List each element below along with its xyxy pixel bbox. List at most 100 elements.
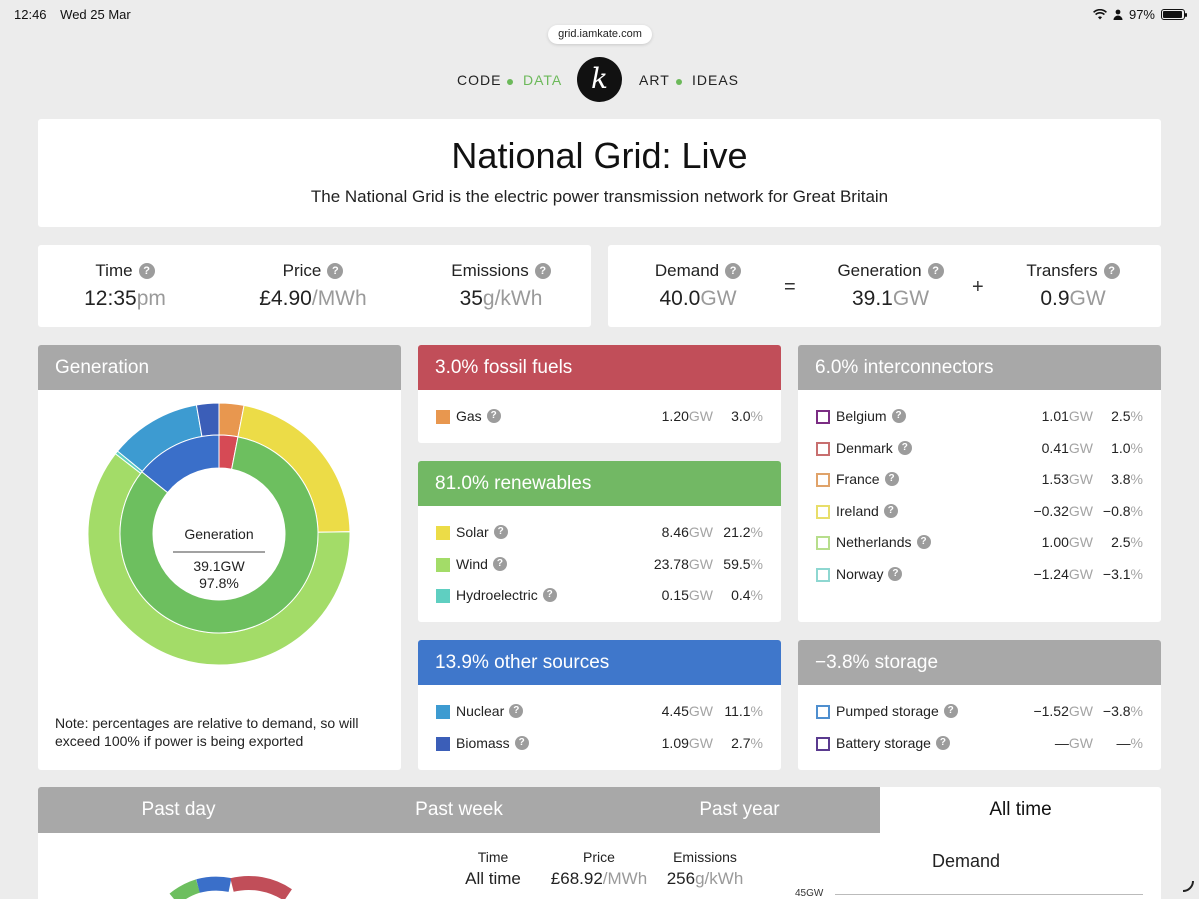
- source-gw: —GW: [1055, 735, 1093, 751]
- page-title: National Grid: Live: [451, 135, 748, 176]
- help-icon[interactable]: ?: [509, 704, 524, 718]
- source-row-biomass: Biomass? 1.09GW 2.7%: [418, 734, 781, 754]
- source-label: Netherlands: [836, 534, 912, 550]
- help-icon[interactable]: ?: [891, 409, 906, 423]
- stat-value: 40.0: [659, 287, 701, 310]
- nav-ideas[interactable]: IDEAS: [692, 72, 740, 88]
- help-icon[interactable]: ?: [927, 263, 944, 279]
- summary-card: Time? 12:35pm Price? £4.90/MWh Emissions…: [38, 245, 591, 327]
- help-icon[interactable]: ?: [138, 263, 155, 279]
- source-gw-value: −1.52: [1033, 703, 1069, 719]
- source-pct-value: −3.1: [1102, 565, 1131, 582]
- site-nav: CODE DATA k ART IDEAS: [0, 56, 1199, 102]
- source-gw: 1.09GW: [662, 735, 713, 751]
- help-icon[interactable]: ?: [935, 735, 950, 750]
- unit-gw: GW: [1068, 534, 1093, 550]
- source-label: Ireland: [836, 502, 879, 519]
- stat-label: Price: [583, 849, 615, 865]
- source-pct-value: 2.5: [1111, 534, 1131, 550]
- source-pct: 3.8%: [1111, 471, 1143, 487]
- help-icon[interactable]: ?: [493, 525, 508, 539]
- resize-handle-icon[interactable]: [1181, 879, 1195, 893]
- donut-segment-renewables: [119, 436, 319, 634]
- source-pct-value: 2.5: [1111, 408, 1131, 424]
- source-gw-value: 0.15: [661, 587, 689, 603]
- help-icon[interactable]: ?: [492, 556, 507, 571]
- bottom-stat-emissions: Emissions 256g/kWh: [655, 849, 755, 889]
- page-subtitle: The National Grid is the electric power …: [310, 187, 889, 206]
- source-label: Wind: [456, 555, 488, 572]
- panel-title: 6.0% interconnectors: [798, 345, 1161, 390]
- stat-unit: GW: [1069, 287, 1106, 310]
- source-label: Biomass: [456, 734, 510, 751]
- source-gw-value: 1.01: [1041, 408, 1069, 424]
- help-icon[interactable]: ?: [888, 566, 903, 581]
- stat-value: £68.92: [550, 869, 603, 888]
- help-icon[interactable]: ?: [542, 588, 557, 602]
- tab-all-time[interactable]: All time: [880, 787, 1161, 833]
- help-icon[interactable]: ?: [534, 263, 551, 279]
- source-row-france: France? 1.53GW 3.8%: [798, 470, 1161, 490]
- equals-sign: =: [784, 276, 796, 298]
- source-label: Gas: [456, 408, 482, 424]
- nav-art[interactable]: ART: [639, 72, 670, 88]
- source-pct-value: 3.0: [731, 408, 751, 424]
- storage-panel: −3.8% storage Pumped storage? −1.52GW −3.8…: [798, 640, 1161, 770]
- source-label: Norway: [836, 565, 884, 582]
- source-name: Belgium?: [836, 408, 906, 424]
- url-bar[interactable]: grid.iamkate.com: [548, 25, 652, 44]
- source-name: Nuclear?: [456, 703, 524, 719]
- donut-segment-other-sources: [141, 434, 220, 494]
- source-row-wind: Wind? 23.78GW 59.5%: [418, 555, 781, 575]
- source-name: Norway?: [836, 565, 903, 582]
- unit-gw: GW: [1068, 408, 1093, 424]
- source-gw: 0.15GW: [662, 587, 713, 603]
- source-gw-value: 23.78: [653, 555, 689, 572]
- generation-donut-chart: Generation 39.1GW 97.8%: [87, 402, 351, 666]
- unit-gw: GW: [1068, 565, 1093, 582]
- stat-label: Transfers: [1026, 261, 1098, 280]
- tab-past-year[interactable]: Past year: [599, 787, 880, 833]
- help-icon[interactable]: ?: [1103, 263, 1120, 279]
- source-pct: 2.5%: [1111, 408, 1143, 424]
- help-icon[interactable]: ?: [327, 263, 344, 279]
- source-swatch: [816, 536, 830, 550]
- source-gw: 4.45GW: [662, 703, 713, 719]
- unit-pct: %: [1130, 502, 1143, 519]
- stat-label: Emissions: [451, 261, 529, 280]
- unit-gw: GW: [1068, 439, 1093, 456]
- help-icon[interactable]: ?: [884, 472, 899, 486]
- source-row-gas: Gas? 1.20GW 3.0%: [418, 407, 781, 427]
- source-gw-value: 1.00: [1041, 534, 1069, 550]
- nav-dot: [507, 79, 513, 85]
- help-icon[interactable]: ?: [943, 704, 958, 718]
- help-icon[interactable]: ?: [725, 263, 742, 279]
- help-icon[interactable]: ?: [883, 503, 898, 518]
- help-icon[interactable]: ?: [916, 535, 931, 549]
- source-gw: 8.46GW: [662, 524, 713, 540]
- source-label: Hydroelectric: [456, 587, 538, 603]
- unit-pct: %: [750, 408, 763, 424]
- stat-value: 12:35: [84, 287, 137, 310]
- source-pct: 21.2%: [723, 524, 763, 540]
- help-icon[interactable]: ?: [514, 735, 529, 750]
- nav-code[interactable]: CODE: [457, 72, 502, 88]
- tab-past-week[interactable]: Past week: [319, 787, 599, 833]
- source-label: Belgium: [836, 408, 887, 424]
- help-icon[interactable]: ?: [486, 409, 501, 423]
- unit-gw: GW: [1068, 703, 1093, 719]
- source-pct: −0.8%: [1103, 503, 1143, 519]
- source-label: France: [836, 471, 880, 487]
- source-name: Wind?: [456, 556, 507, 572]
- tab-past-day[interactable]: Past day: [38, 787, 319, 833]
- nav-data[interactable]: DATA: [523, 72, 563, 88]
- source-row-nuclear: Nuclear? 4.45GW 11.1%: [418, 702, 781, 722]
- source-swatch: [816, 567, 830, 582]
- renewables-panel: 81.0% renewables Solar? 8.46GW 21.2% Wind? 2…: [418, 461, 781, 622]
- stat-label: Demand: [654, 261, 720, 280]
- source-row-netherlands: Netherlands? 1.00GW 2.5%: [798, 533, 1161, 553]
- help-icon[interactable]: ?: [897, 440, 912, 455]
- unit-pct: %: [1130, 565, 1143, 582]
- site-logo[interactable]: k: [577, 57, 622, 102]
- source-row-pumped-storage: Pumped storage? −1.52GW −3.8%: [798, 702, 1161, 722]
